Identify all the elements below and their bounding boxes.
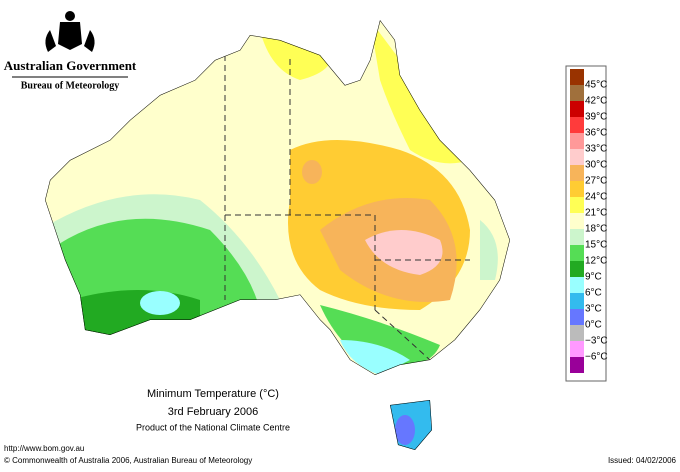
legend-label: −6°C: [585, 352, 608, 363]
header-subtitle: Bureau of Meteorology: [21, 80, 120, 91]
legend-label: 42°C: [585, 96, 607, 107]
legend-swatch: [570, 165, 584, 181]
legend-label: 36°C: [585, 128, 607, 139]
footer-copyright: © Commonwealth of Australia 2006, Austra…: [4, 456, 252, 465]
legend-swatch: [570, 101, 584, 117]
legend-swatch: [570, 133, 584, 149]
legend-swatch: [570, 197, 584, 213]
map-title: Minimum Temperature (°C): [147, 388, 279, 400]
legend-label: 39°C: [585, 112, 607, 123]
legend-swatch: [570, 69, 584, 85]
legend-label: 12°C: [585, 256, 607, 267]
crest: [45, 11, 95, 52]
legend: 45°C 42°C 39°C 36°C 33°C 30°C 27°C 24°C 21°C 18°C…: [570, 69, 608, 373]
legend-swatch: [570, 149, 584, 165]
map-date: 3rd February 2006: [168, 406, 259, 418]
legend-swatch: [570, 341, 584, 357]
legend-label: 27°C: [585, 176, 607, 187]
legend-swatch: [570, 309, 584, 325]
legend-label: 3°C: [585, 304, 602, 315]
map-product: Product of the National Climate Centre: [136, 422, 290, 432]
legend-swatch: [570, 229, 584, 245]
legend-swatch: [570, 293, 584, 309]
legend-label: 18°C: [585, 224, 607, 235]
legend-label: 9°C: [585, 272, 602, 283]
footer-issued: Issued: 04/02/2006: [608, 456, 677, 465]
legend-swatch: [570, 245, 584, 261]
legend-label: 45°C: [585, 80, 607, 91]
legend-swatch: [570, 261, 584, 277]
legend-label: 33°C: [585, 144, 607, 155]
legend-label: 15°C: [585, 240, 607, 251]
legend-label: 21°C: [585, 208, 607, 219]
legend-swatch: [570, 85, 584, 101]
legend-swatch: [570, 181, 584, 197]
legend-swatch: [570, 213, 584, 229]
legend-label: −3°C: [585, 336, 608, 347]
legend-label: 6°C: [585, 288, 602, 299]
legend-label: 0°C: [585, 320, 602, 331]
legend-swatch: [570, 325, 584, 341]
footer-url: http://www.bom.gov.au: [4, 444, 84, 453]
legend-swatch: [570, 277, 584, 293]
header-title: Australian Government: [4, 58, 137, 73]
legend-label: 30°C: [585, 160, 607, 171]
legend-swatch: [570, 117, 584, 133]
legend-swatch: [570, 357, 584, 373]
legend-label: 24°C: [585, 192, 607, 203]
